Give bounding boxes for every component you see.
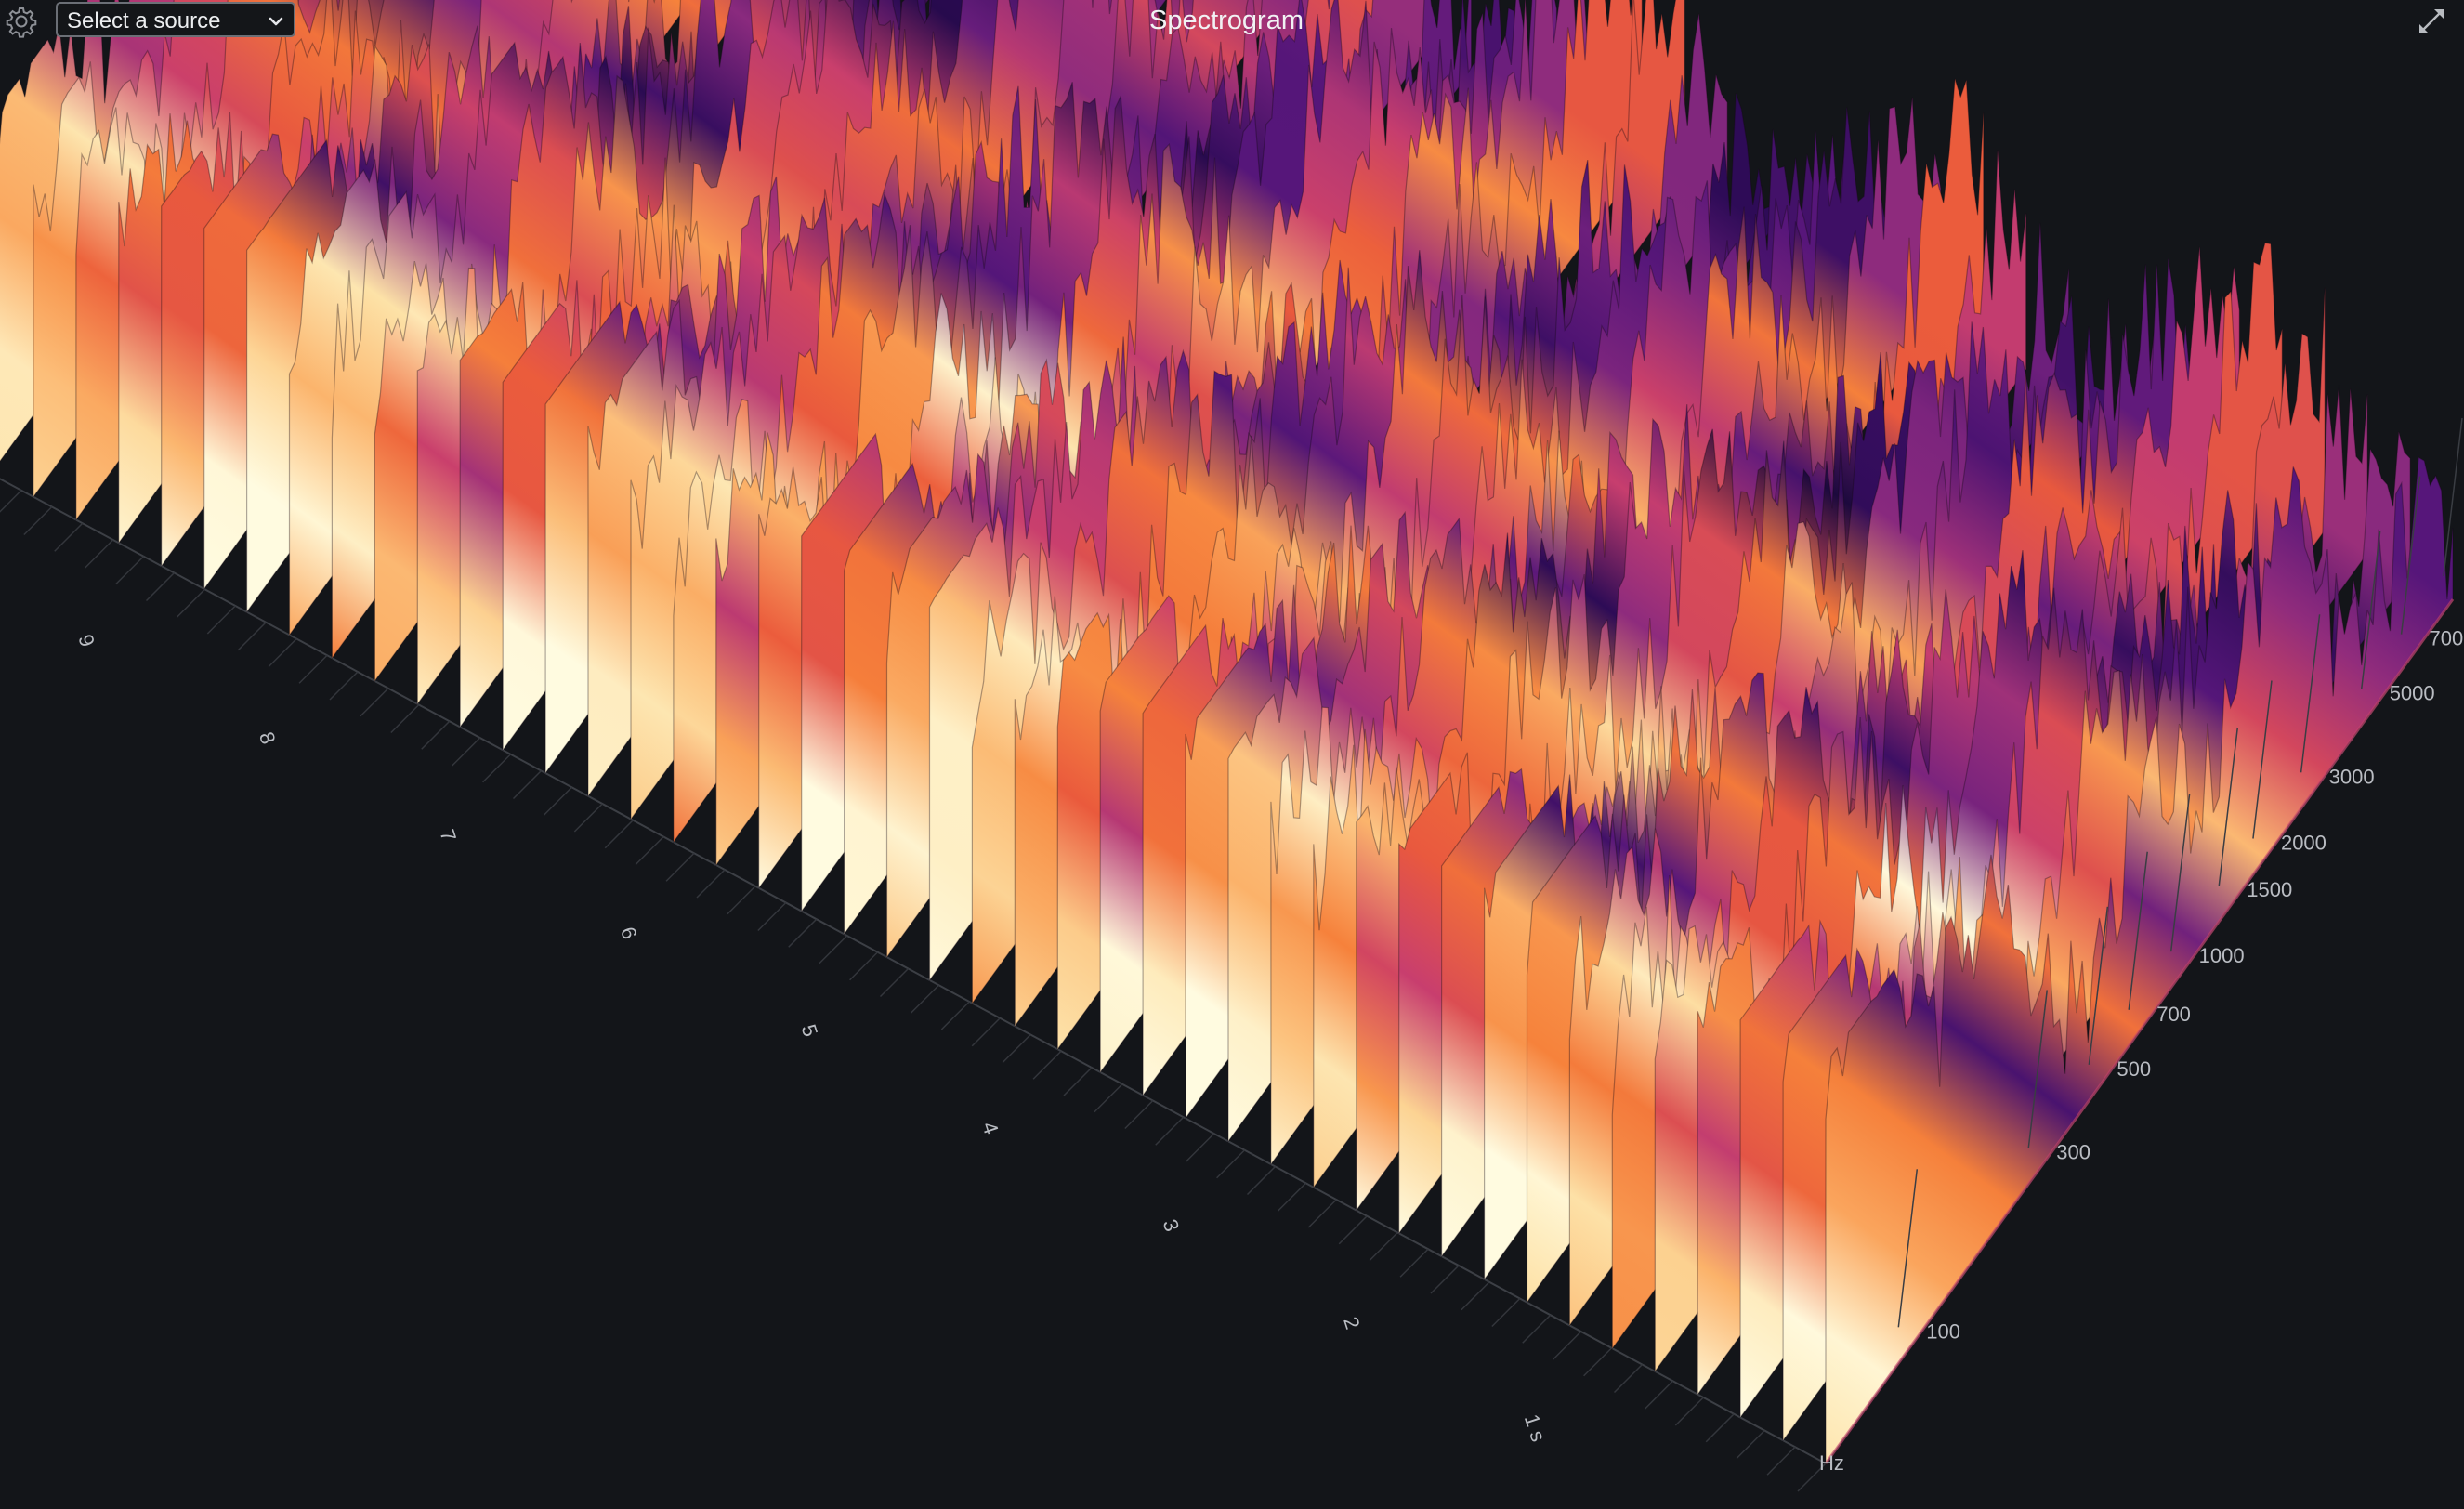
frequency-tick-label: 100: [1926, 1319, 1960, 1343]
frequency-tick-label: 3000: [2329, 765, 2375, 788]
frequency-tick-label: 7000: [2430, 627, 2464, 650]
source-select[interactable]: Select a source: [56, 2, 295, 37]
toolbar: Select a source Spectrogram: [0, 0, 2464, 43]
frequency-axis-label: Hz: [1819, 1451, 1844, 1475]
time-tick-label: 7: [435, 827, 461, 845]
time-tick-label: 3: [1159, 1216, 1185, 1234]
spectrogram-surface: [0, 0, 2455, 1465]
surface-slice: [1825, 456, 2454, 1465]
frequency-tick-label: 300: [2056, 1140, 2090, 1163]
chart-title: Spectrogram: [1148, 6, 1304, 35]
time-tick-label: 1 s: [1520, 1411, 1551, 1445]
frequency-tick-label: 700: [2156, 1003, 2191, 1026]
frequency-axis: 100300500700100015002000300050007000100H…: [1819, 417, 2464, 1475]
source-select-value: Select a source: [67, 8, 221, 33]
settings-button[interactable]: [4, 4, 39, 39]
time-tick-label: 5: [797, 1021, 823, 1039]
surface-front-edge: [1824, 598, 2455, 1464]
time-tick-label: 6: [616, 924, 642, 941]
time-tick-label: 8: [255, 729, 281, 747]
frequency-tick-label: 1500: [2247, 878, 2292, 901]
time-tick-label: 2: [1339, 1314, 1365, 1332]
time-tick-label: 9: [73, 632, 99, 650]
frequency-tick-label: 2000: [2281, 832, 2326, 855]
chevron-down-icon: [269, 17, 283, 26]
gear-icon: [6, 7, 37, 38]
expand-icon: [2419, 9, 2444, 33]
expand-button[interactable]: [2416, 6, 2447, 37]
frequency-tick-label: 500: [2117, 1057, 2151, 1081]
frequency-tick-label: 5000: [2390, 682, 2435, 705]
time-tick-label: 4: [977, 1119, 1003, 1136]
frequency-tick-label: 1000: [2199, 944, 2245, 967]
